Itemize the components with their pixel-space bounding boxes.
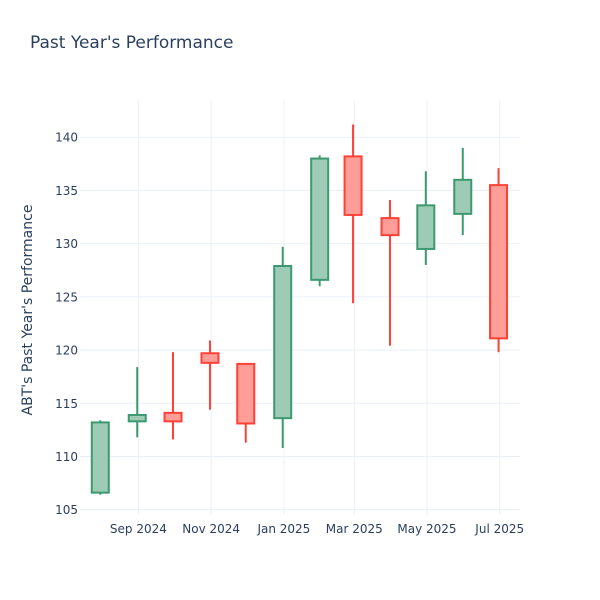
candle-increasing[interactable] bbox=[453, 147, 473, 236]
axis-layer: 105 110 115 120 125 130 135 140 Sep 2024 Nov 2024… bbox=[55, 131, 524, 536]
candle-decreasing[interactable] bbox=[200, 340, 220, 410]
x-tick-label: Nov 2024 bbox=[182, 522, 240, 536]
x-tick-label: Mar 2025 bbox=[326, 522, 383, 536]
candle-body bbox=[163, 411, 183, 423]
y-tick-label: 125 bbox=[55, 290, 78, 304]
x-tick-label: Jul 2025 bbox=[474, 522, 524, 536]
x-tick-label: Jan 2025 bbox=[256, 522, 310, 536]
candle-body bbox=[273, 265, 293, 420]
y-tick-label: 130 bbox=[55, 237, 78, 251]
candle-body bbox=[453, 178, 473, 215]
y-tick-label: 135 bbox=[55, 184, 78, 198]
y-tick-label: 140 bbox=[55, 131, 78, 145]
candle-body bbox=[236, 362, 256, 425]
candle-increasing[interactable] bbox=[127, 367, 147, 438]
candle-body bbox=[416, 204, 436, 250]
candle-layer bbox=[90, 124, 509, 495]
y-tick-label: 110 bbox=[55, 450, 78, 464]
candle-body bbox=[343, 155, 363, 216]
candle-body bbox=[90, 421, 110, 494]
candle-decreasing[interactable] bbox=[489, 168, 509, 353]
candle-body bbox=[489, 184, 509, 340]
grid-layer bbox=[80, 100, 520, 515]
candle-increasing[interactable] bbox=[273, 246, 293, 448]
candle-body bbox=[200, 352, 220, 364]
x-tick-label: May 2025 bbox=[397, 522, 456, 536]
candle-increasing[interactable] bbox=[90, 420, 110, 495]
candle-body bbox=[127, 413, 147, 423]
candle-body bbox=[380, 217, 400, 237]
x-tick-label: Sep 2024 bbox=[110, 522, 167, 536]
y-tick-label: 105 bbox=[55, 503, 78, 517]
candle-body bbox=[310, 157, 330, 281]
chart-title: Past Year's Performance bbox=[30, 33, 234, 53]
candle-decreasing[interactable] bbox=[380, 200, 400, 346]
candle-increasing[interactable] bbox=[416, 171, 436, 265]
y-tick-label: 120 bbox=[55, 344, 78, 358]
candle-decreasing[interactable] bbox=[163, 352, 183, 440]
y-tick-label: 115 bbox=[55, 397, 78, 411]
candle-increasing[interactable] bbox=[310, 155, 330, 287]
candle-decreasing[interactable] bbox=[343, 124, 363, 304]
candle-decreasing[interactable] bbox=[236, 362, 256, 443]
